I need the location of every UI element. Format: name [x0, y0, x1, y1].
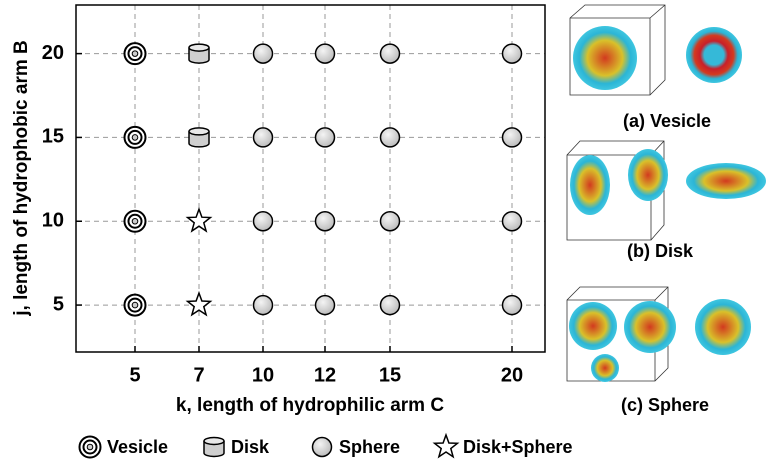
- y-tick-label: 10: [42, 210, 64, 232]
- plot-frame: [75, 4, 546, 353]
- legend-label: Disk+Sphere: [463, 437, 573, 457]
- x-tick-label: 20: [501, 364, 523, 386]
- cylinder-top: [188, 43, 210, 52]
- sphere-marker: [379, 294, 401, 316]
- sphere-body: [501, 210, 523, 232]
- box: [569, 4, 666, 96]
- cylinder-body: [188, 131, 210, 148]
- cylinder-body: [188, 47, 210, 64]
- sphere-body: [314, 127, 336, 148]
- sphere-body: [379, 210, 401, 232]
- x-tick-label: 10: [252, 364, 274, 386]
- star-marker: [432, 432, 460, 459]
- disk-marker: [188, 43, 210, 64]
- sphere-body: [314, 210, 336, 232]
- y-tick-label: 20: [42, 42, 64, 64]
- sphere-marker: [379, 210, 401, 232]
- sphere-body: [314, 43, 336, 64]
- sphere-body: [379, 127, 401, 148]
- sphere-marker: [314, 294, 336, 316]
- sphere-body: [314, 294, 336, 316]
- panel-label: (b) Disk: [627, 241, 694, 261]
- sphere-marker: [314, 43, 336, 64]
- y-tick-label: 5: [53, 293, 64, 315]
- sphere-snapshot: [624, 301, 676, 353]
- sphere-body: [311, 436, 333, 458]
- x-tick-label: 5: [129, 364, 140, 386]
- sphere-marker: [379, 127, 401, 148]
- cylinder-top: [188, 127, 210, 136]
- x-tick-label: 7: [193, 364, 204, 386]
- x-axis-label: k, length of hydrophilic arm C: [176, 395, 444, 416]
- plot: 5 7 10 12 15 20 5 10 15 20: [42, 4, 546, 386]
- vesicle-cross-section: [686, 27, 742, 83]
- sphere-marker: [501, 43, 523, 64]
- legend-label: Disk: [231, 437, 270, 457]
- sphere-marker: [252, 43, 274, 64]
- simulation-images: [566, 4, 766, 382]
- y-axis-label: j, length of hydrophobic arm B: [11, 40, 32, 317]
- star-marker: [185, 206, 213, 233]
- sphere-marker: [501, 210, 523, 232]
- x-tick-label: 12: [314, 364, 336, 386]
- star-shape: [185, 290, 213, 317]
- core: [86, 443, 94, 451]
- sphere-body: [379, 43, 401, 64]
- sphere-body: [379, 294, 401, 316]
- vesicle-marker: [123, 293, 147, 317]
- legend-label: Sphere: [339, 437, 400, 457]
- sphere-marker: [314, 210, 336, 232]
- disk-marker: [188, 127, 210, 148]
- sphere-body: [252, 127, 274, 148]
- cylinder-body: [203, 441, 225, 458]
- sphere-body: [501, 43, 523, 64]
- disk-marker: [203, 436, 225, 458]
- core: [131, 301, 139, 309]
- sphere-body: [252, 210, 274, 232]
- vesicle-snapshot: [573, 26, 637, 90]
- vesicle-marker: [123, 125, 147, 149]
- panel-label: (c) Sphere: [621, 395, 709, 415]
- sphere-marker: [252, 294, 274, 316]
- y-tick-label: 15: [42, 126, 64, 148]
- sphere-marker: [501, 127, 523, 148]
- sphere-marker: [252, 127, 274, 148]
- star-shape: [432, 432, 460, 459]
- box: [566, 286, 669, 382]
- legend-label: Vesicle: [107, 437, 168, 457]
- sphere-marker: [311, 436, 333, 458]
- disk-snapshot: [570, 155, 610, 215]
- x-tick-label: 15: [379, 364, 401, 386]
- star-shape: [185, 206, 213, 233]
- core: [131, 50, 139, 57]
- legend: Vesicle Disk Sphere Disk+Sphere: [78, 432, 573, 459]
- sphere-marker: [379, 43, 401, 64]
- panel-label: (a) Vesicle: [623, 111, 711, 131]
- sphere-body: [252, 43, 274, 64]
- star-marker: [185, 290, 213, 317]
- disk-snapshot: [628, 149, 668, 201]
- sphere-snapshot: [569, 302, 617, 350]
- vesicle-marker: [123, 209, 147, 233]
- core: [131, 134, 139, 141]
- sphere-body: [252, 294, 274, 316]
- disk-side-view: [686, 163, 766, 199]
- sphere-marker: [314, 127, 336, 148]
- cylinder-top: [203, 436, 225, 446]
- vesicle-marker: [123, 42, 147, 66]
- sphere-body: [501, 127, 523, 148]
- vesicle-marker: [78, 435, 102, 459]
- core: [131, 217, 139, 225]
- sphere-snapshot: [591, 354, 619, 382]
- sphere-marker: [501, 294, 523, 316]
- sphere-cross-section: [695, 299, 751, 355]
- sphere-marker: [252, 210, 274, 232]
- sphere-body: [501, 294, 523, 316]
